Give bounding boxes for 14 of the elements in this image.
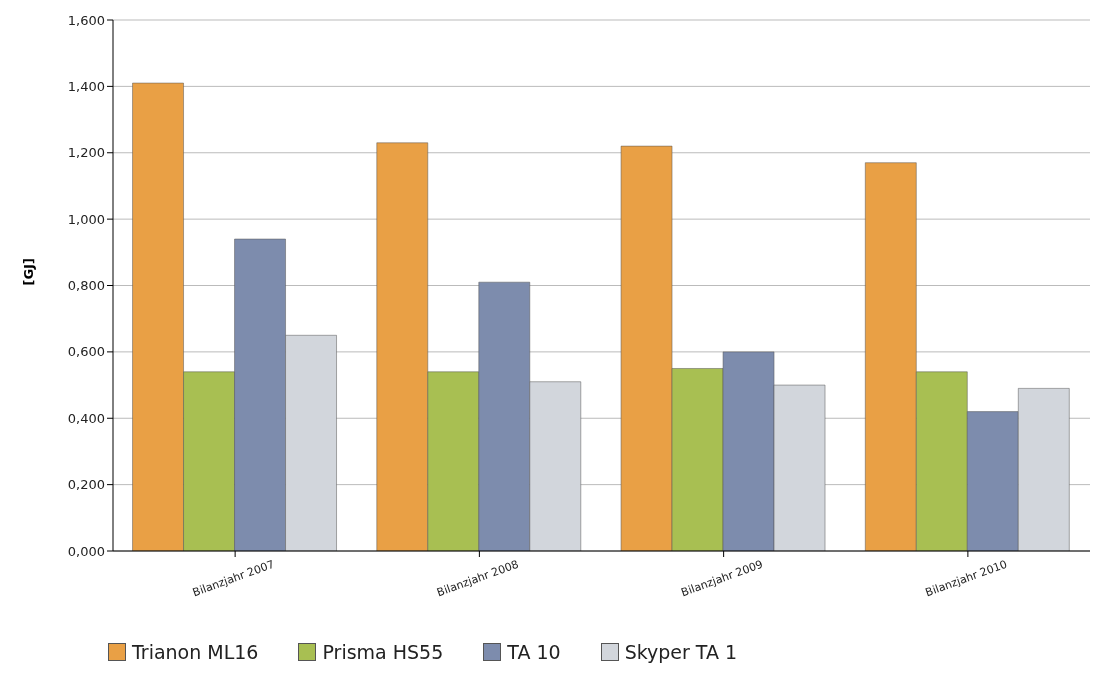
legend-label: Skyper TA 1 (623, 641, 738, 663)
legend-label: TA 10 (506, 641, 561, 663)
y-tick-label: 0,000 (67, 543, 105, 559)
y-tick-label: 0,400 (67, 410, 105, 426)
y-tick-label: 1,400 (67, 78, 105, 94)
y-axis-title: [GJ] (20, 258, 36, 286)
legend-label: Trianon ML16 (131, 641, 259, 663)
legend-label: Prisma HS55 (321, 641, 444, 663)
y-tick-label: 1,600 (67, 12, 105, 28)
y-tick-label: 0,600 (67, 344, 105, 360)
y-tick-label: 1,200 (67, 145, 105, 161)
y-tick-label: 0,800 (67, 278, 105, 294)
y-tick-label: 1,000 (67, 211, 105, 227)
y-tick-label: 0,200 (67, 477, 105, 493)
